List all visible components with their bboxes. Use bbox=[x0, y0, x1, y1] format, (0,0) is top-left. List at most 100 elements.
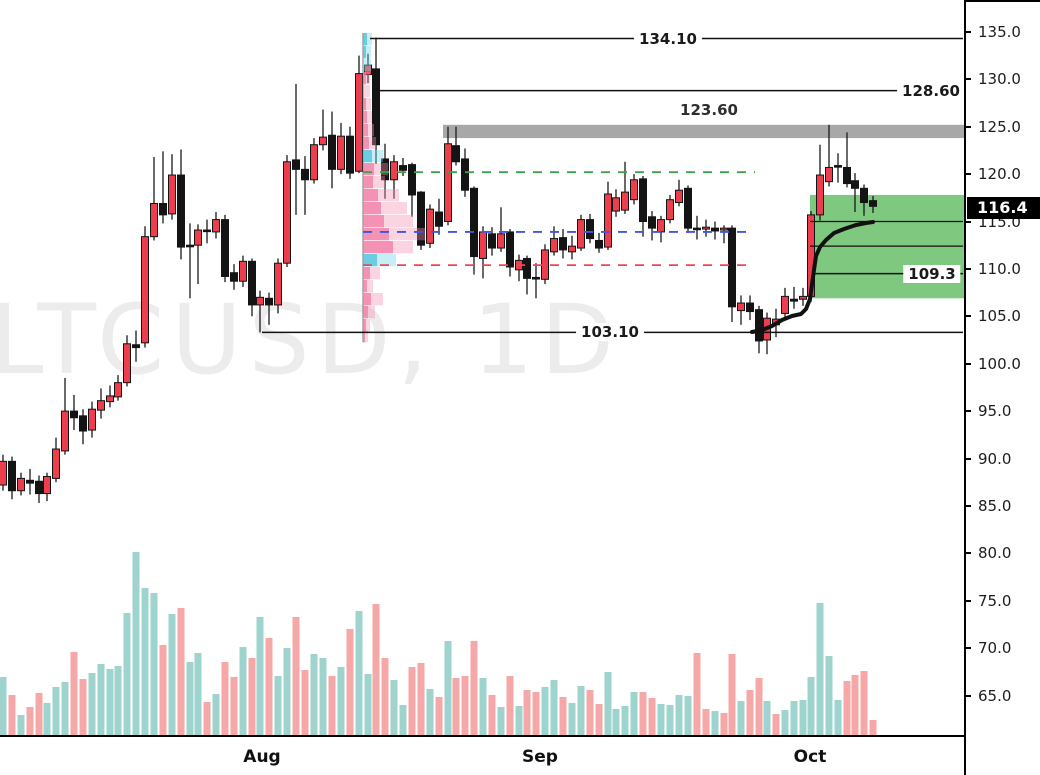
price-level-label-128-60[interactable]: 128.60 bbox=[897, 81, 965, 100]
volume-bar bbox=[426, 689, 434, 735]
candle-body bbox=[61, 410, 69, 452]
price-axis-label: 105.0 bbox=[978, 307, 1021, 326]
volume-bar bbox=[702, 709, 710, 735]
volume-profile-row-poc bbox=[363, 306, 368, 319]
volume-bar bbox=[612, 709, 620, 735]
volume-bar bbox=[435, 697, 443, 735]
candle-body bbox=[265, 297, 273, 306]
volume-profile-row-poc bbox=[363, 293, 371, 306]
candle-body bbox=[693, 227, 701, 231]
volume-bar bbox=[346, 629, 354, 735]
candle-body bbox=[595, 239, 603, 249]
volume-bar bbox=[470, 641, 478, 735]
volume-profile-row bbox=[363, 33, 372, 46]
candle-body bbox=[114, 382, 122, 398]
time-axis-label-aug: Aug bbox=[243, 747, 281, 767]
candle-body bbox=[577, 219, 585, 249]
candle-body bbox=[248, 260, 256, 306]
s-curve-drawing[interactable] bbox=[750, 220, 875, 334]
candle-body bbox=[212, 219, 220, 233]
candle-body bbox=[604, 193, 612, 248]
volume-bar bbox=[17, 715, 25, 735]
volume-bar bbox=[630, 692, 638, 735]
volume-bar bbox=[186, 662, 194, 735]
volume-bar bbox=[737, 701, 745, 735]
price-level-label-109-3[interactable]: 109.3 bbox=[903, 264, 961, 283]
zone-supply-bar[interactable] bbox=[443, 124, 965, 139]
volume-profile-row-poc bbox=[363, 137, 369, 150]
volume-bar bbox=[772, 714, 780, 735]
candle-body bbox=[8, 460, 16, 492]
volume-bar bbox=[506, 676, 514, 735]
volume-bar bbox=[319, 658, 327, 735]
candle-body bbox=[523, 257, 531, 279]
volume-bar bbox=[399, 705, 407, 735]
candle-body bbox=[328, 134, 336, 170]
candle-body bbox=[310, 144, 318, 181]
volume-bar bbox=[114, 666, 122, 735]
price-axis-tick bbox=[965, 457, 971, 460]
candle-body bbox=[470, 187, 478, 258]
price-axis-label: 70.0 bbox=[978, 639, 1012, 658]
volume-bar bbox=[639, 692, 647, 735]
candle-body bbox=[702, 226, 710, 230]
volume-profile-row-poc bbox=[363, 280, 367, 293]
candle-body bbox=[417, 191, 425, 246]
candle-body bbox=[630, 179, 638, 201]
volume-profile-row bbox=[363, 59, 371, 72]
candle-body bbox=[790, 298, 798, 302]
price-chart-canvas[interactable] bbox=[0, 0, 965, 735]
volume-profile-row-poc bbox=[363, 33, 367, 46]
candle-body bbox=[0, 460, 7, 486]
candle-body bbox=[666, 199, 674, 221]
volume-bar bbox=[799, 700, 807, 735]
candle-body bbox=[150, 202, 158, 238]
volume-bar bbox=[550, 680, 558, 735]
price-level-label-134-10[interactable]: 134.10 bbox=[634, 29, 702, 48]
price-axis-tick bbox=[965, 173, 971, 176]
volume-profile-row-poc bbox=[363, 163, 374, 176]
candle-body bbox=[194, 229, 202, 246]
candle-body bbox=[497, 233, 505, 249]
candle-body bbox=[550, 238, 558, 253]
volume-bar bbox=[221, 662, 229, 735]
candle-body bbox=[168, 174, 176, 215]
time-axis[interactable]: Aug Sep Oct bbox=[0, 735, 965, 775]
price-axis-tick bbox=[965, 362, 971, 365]
candle-body bbox=[559, 237, 567, 251]
price-axis-label: 80.0 bbox=[978, 544, 1012, 563]
price-axis-tick bbox=[965, 505, 971, 507]
volume-bar bbox=[860, 671, 868, 735]
price-axis[interactable]: 116.4 135.0 130.0 125.0 120.0 115.0 110.0 105.… bbox=[965, 0, 1040, 775]
volume-bar bbox=[497, 707, 505, 735]
candle-body bbox=[860, 187, 868, 204]
price-axis-label: 120.0 bbox=[978, 165, 1021, 184]
price-axis-label: 110.0 bbox=[978, 260, 1021, 278]
candle-body bbox=[141, 236, 149, 344]
candle-body bbox=[390, 161, 398, 181]
volume-bar bbox=[132, 552, 140, 735]
price-axis-label: 100.0 bbox=[978, 354, 1021, 373]
candle-body bbox=[568, 245, 576, 253]
volume-bar bbox=[720, 713, 728, 735]
candle-body bbox=[816, 174, 824, 216]
price-level-label-123-60[interactable]: 123.60 bbox=[680, 101, 738, 119]
volume-bar bbox=[381, 658, 389, 735]
candle-body bbox=[657, 219, 665, 233]
price-axis-border bbox=[964, 0, 966, 775]
candle-body bbox=[869, 200, 877, 207]
price-level-label-103-10[interactable]: 103.10 bbox=[576, 323, 644, 342]
time-axis-label-oct: Oct bbox=[793, 747, 827, 767]
candle-body bbox=[408, 164, 416, 196]
volume-bar bbox=[781, 710, 789, 735]
volume-bar bbox=[515, 706, 523, 735]
candle-body bbox=[52, 448, 60, 479]
volume-profile-row-poc bbox=[363, 176, 373, 189]
candle-body bbox=[159, 202, 167, 216]
candle-body bbox=[337, 135, 345, 170]
volume-bar bbox=[746, 690, 754, 735]
volume-bar bbox=[79, 679, 87, 735]
volume-bar bbox=[283, 648, 291, 735]
volume-bar bbox=[834, 700, 842, 735]
volume-bar bbox=[825, 656, 833, 735]
